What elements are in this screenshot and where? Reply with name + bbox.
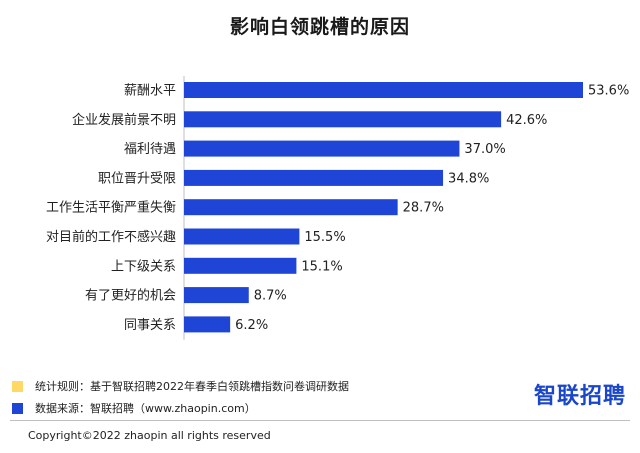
value-label: 34.8% — [448, 171, 489, 186]
bar — [184, 287, 249, 304]
value-label: 6.2% — [235, 318, 268, 333]
category-label: 福利待遇 — [124, 142, 176, 157]
category-label: 职位晋升受限 — [98, 171, 176, 186]
zhaopin-logo: 智联招聘 — [533, 384, 626, 409]
legend-swatch-blue — [12, 402, 23, 414]
category-label: 有了更好的机会 — [85, 288, 176, 304]
category-label: 上下级关系 — [111, 259, 176, 274]
category-label: 工作生活平衡严重失衡 — [46, 200, 176, 216]
category-label: 企业发展前景不明 — [72, 112, 176, 128]
legend-item-rule: 统计规则：基于智联招聘2022年春季白领跳槽指数问卷调研数据 — [12, 378, 349, 394]
legend-text-source: 数据来源：智联招聘（www.zhaopin.com） — [35, 402, 256, 415]
chart-title: 影响白领跳槽的原因 — [229, 16, 410, 38]
value-label: 15.5% — [304, 230, 345, 245]
bar — [184, 140, 460, 157]
value-label: 8.7% — [254, 289, 287, 304]
legend-item-source: 数据来源：智联招聘（www.zhaopin.com） — [12, 400, 256, 416]
legend-swatch-yellow — [12, 380, 23, 392]
category-label: 对目前的工作不感兴趣 — [46, 229, 176, 245]
bar — [184, 228, 300, 245]
footer-divider — [10, 420, 630, 421]
value-label: 15.1% — [301, 259, 342, 274]
copyright-text: Copyright©2022 zhaopin all rights reserv… — [28, 429, 271, 442]
value-label: 53.6% — [588, 84, 629, 99]
value-label: 42.6% — [506, 113, 547, 128]
bar — [184, 257, 297, 274]
bar — [184, 169, 444, 186]
category-label: 同事关系 — [124, 318, 176, 333]
value-label: 28.7% — [403, 201, 444, 216]
value-label: 37.0% — [464, 142, 505, 157]
bar — [184, 111, 502, 128]
bar — [184, 316, 231, 333]
legend-text-rule: 统计规则：基于智联招聘2022年春季白领跳槽指数问卷调研数据 — [35, 380, 349, 393]
bar — [184, 199, 398, 216]
bar-chart: 薪酬水平 53.6% 企业发展前景不明 42.6% 福利待遇 37.0% 职位晋升受限 34.… — [46, 76, 629, 340]
category-label: 薪酬水平 — [124, 84, 176, 99]
bar — [184, 82, 583, 98]
